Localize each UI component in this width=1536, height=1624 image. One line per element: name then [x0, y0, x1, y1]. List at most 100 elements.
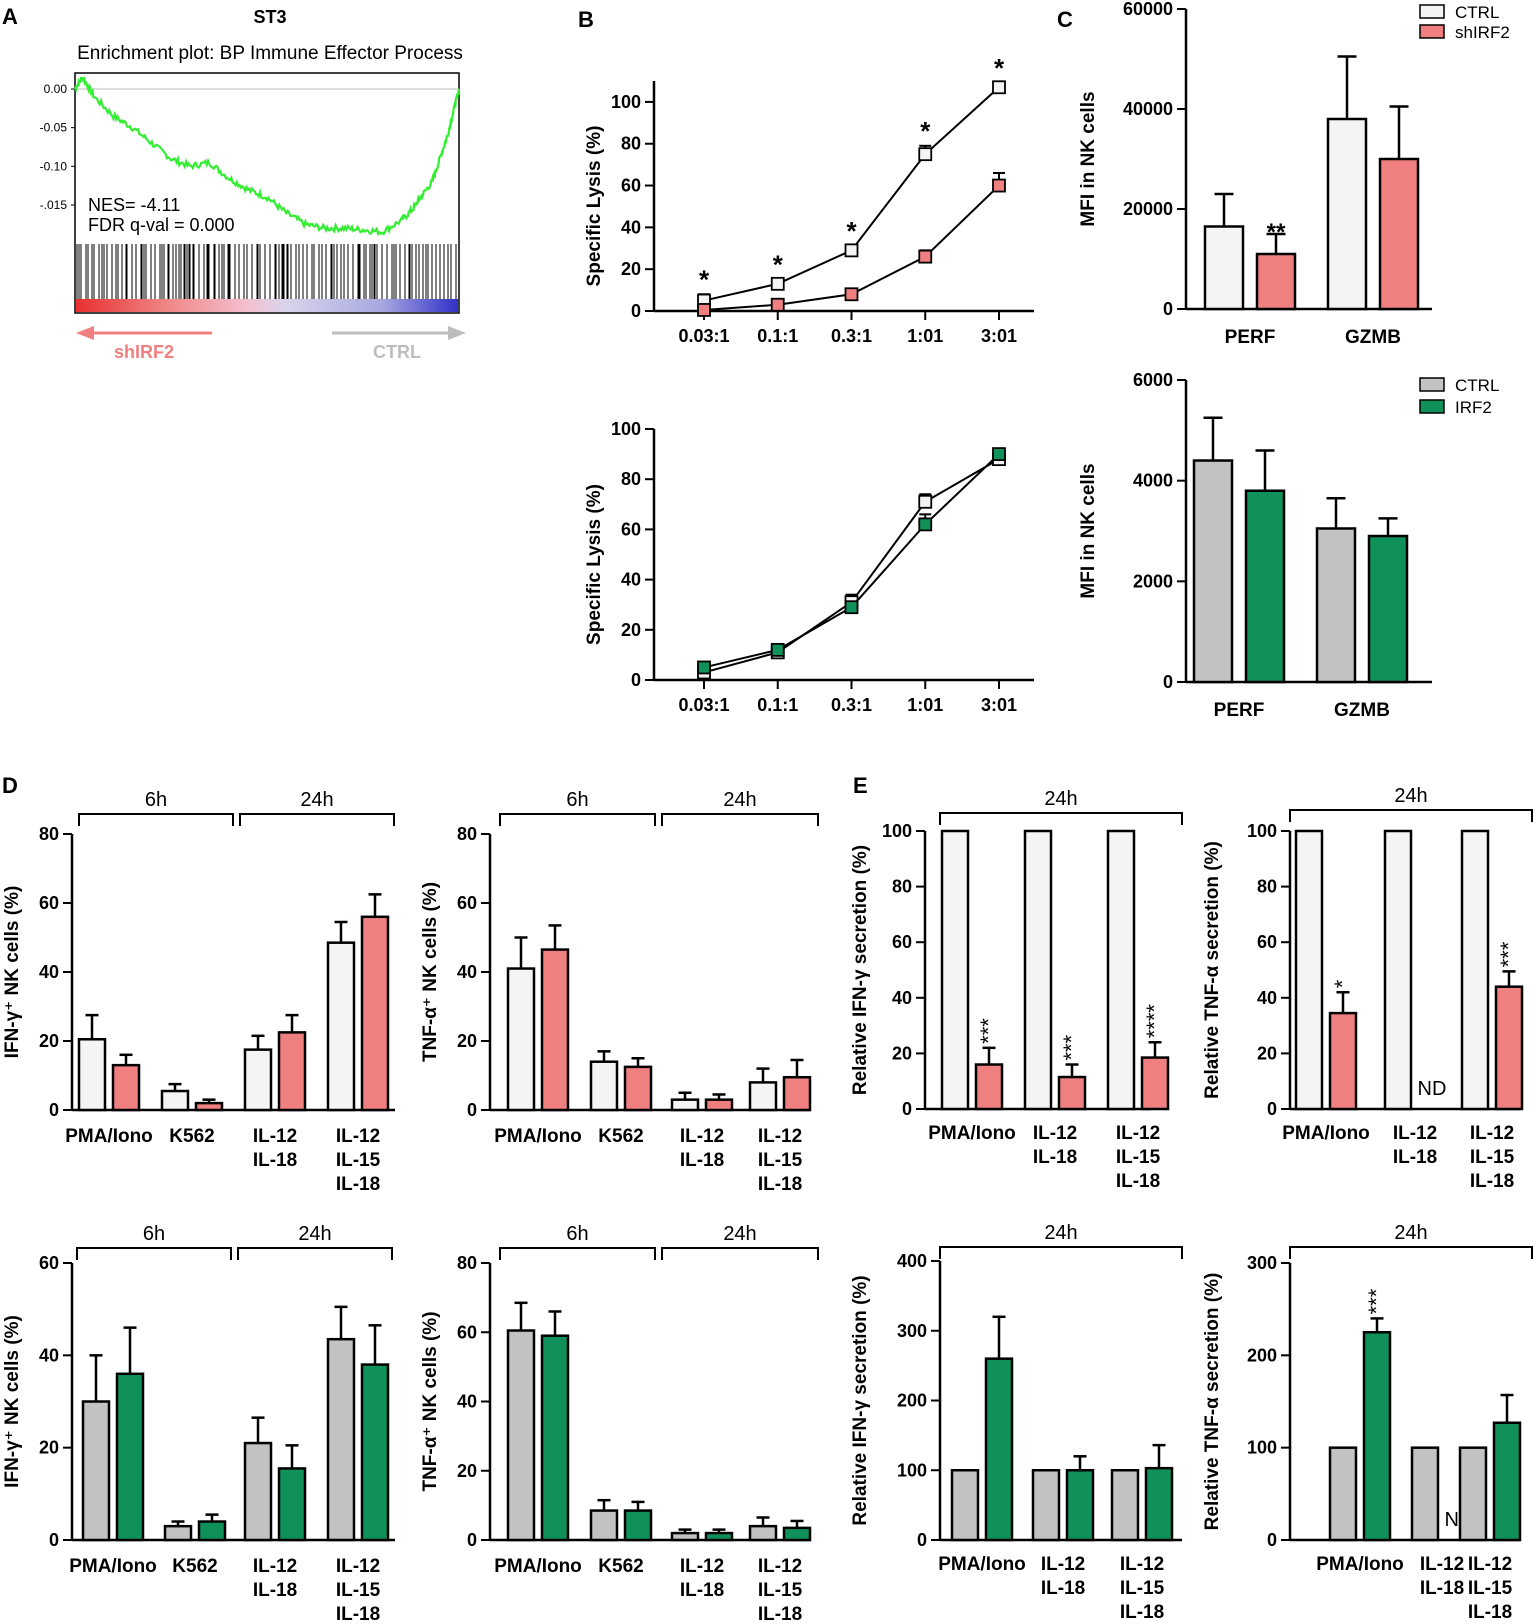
- timepoint-label: 24h: [1394, 1222, 1427, 1244]
- y-tick-label: 100: [897, 1460, 927, 1480]
- x-tick-label: IL-12: [1033, 1123, 1077, 1144]
- bar-shirf2: [540, 948, 570, 1112]
- y-tick-label: 20: [457, 1461, 477, 1481]
- y-axis-label: Relative IFN-γ secretion (%): [850, 1275, 871, 1525]
- significance-mark: *: [699, 264, 710, 294]
- y-tick-label: 6000: [1133, 370, 1173, 390]
- x-tick-label: IL-18: [253, 1580, 297, 1601]
- bar-ctrl: [1328, 1446, 1358, 1542]
- x-tick-label: 0.3:1: [831, 326, 872, 346]
- y-tick-label: 200: [1247, 1345, 1277, 1365]
- significance-mark: *: [994, 53, 1005, 83]
- bar-irf2: [115, 1372, 145, 1542]
- y-axis-label: MFI in NK cells: [1078, 463, 1099, 598]
- bar-ctrl: [77, 1038, 107, 1112]
- y-tick-label: 80: [457, 824, 477, 844]
- x-tick-label: IL-12: [680, 1126, 724, 1147]
- timepoint-bracket: [76, 1247, 232, 1260]
- x-tick-label: IL-18: [1420, 1578, 1464, 1599]
- bar-ctrl: [506, 967, 536, 1112]
- bar-ctrl: [243, 1048, 273, 1112]
- timepoint-bracket: [1289, 809, 1533, 822]
- y-tick-label: 40: [39, 962, 59, 982]
- bar-ctrl: [940, 829, 970, 1111]
- bar-ctrl: [81, 1400, 111, 1542]
- bar-irf2: [1244, 489, 1286, 684]
- y-tick-label: 20: [621, 259, 641, 279]
- y-tick-label: 100: [611, 92, 641, 112]
- bar-ctrl: [163, 1524, 193, 1542]
- chart-b-top: Specific Lysis (%) 0 20 40 60 80 100 0.03:1 0.1:…: [584, 53, 1034, 346]
- chart-d-bottom-right: TNF-α⁺ NK cells (%) 0 20 40 60 80 PMA/Iono K562…: [420, 1223, 819, 1624]
- x-tick-label: IL-18: [1120, 1602, 1164, 1623]
- chart-d-top-right: TNF-α⁺ NK cells (%) 0 20 40 60 80 PMA/Iono K562…: [420, 789, 819, 1195]
- y-tick-label: 20000: [1123, 199, 1173, 219]
- timepoint-label: 6h: [566, 789, 588, 811]
- y-tick-label: 300: [897, 1321, 927, 1341]
- y-tick-label: 0: [49, 1100, 59, 1120]
- x-tick-label: 1:01: [907, 695, 943, 715]
- y-tick-label: 80: [1257, 877, 1277, 897]
- x-tick-label: IL-15: [758, 1150, 803, 1171]
- x-tick-label: IL-18: [1393, 1147, 1437, 1168]
- data-point-shirf2: [918, 249, 933, 264]
- significance-mark: ****: [1142, 1004, 1167, 1039]
- gsea-fdr: FDR q-val = 0.000: [88, 215, 235, 235]
- y-tick-label: 0: [1163, 672, 1173, 692]
- x-tick-label: 0.03:1: [678, 695, 729, 715]
- bar-shirf2: [1255, 252, 1297, 311]
- timepoint-label: 24h: [300, 789, 333, 811]
- y-tick-label: 60: [457, 1322, 477, 1342]
- bar-ctrl: [1110, 1469, 1140, 1542]
- x-tick-label: IL-12: [1041, 1554, 1085, 1575]
- series-line-ctrl: [703, 458, 1000, 674]
- bar-ctrl: [506, 1329, 536, 1542]
- gsea-frame: [74, 72, 460, 314]
- bar-shirf2: [1494, 985, 1524, 1111]
- bar-irf2: [1367, 534, 1409, 684]
- significance-mark: *: [920, 116, 931, 146]
- bar-ctrl: [589, 1060, 619, 1112]
- x-tick-label: 0.1:1: [757, 326, 798, 346]
- bar-ctrl: [670, 1098, 700, 1112]
- bar-shirf2: [111, 1063, 141, 1112]
- x-tick-label: PMA/Iono: [69, 1556, 157, 1577]
- bar-ctrl: [1315, 527, 1357, 684]
- arrow-shirf2: [76, 326, 212, 340]
- bar-irf2: [540, 1334, 570, 1542]
- y-tick-label: 0: [631, 301, 641, 321]
- y-tick-label: 20: [1257, 1043, 1277, 1063]
- bar-shirf2: [277, 1031, 307, 1112]
- y-tick-label: 80: [621, 134, 641, 154]
- x-tick-label: IL-18: [336, 1604, 380, 1624]
- y-axis-label: IFN-γ⁺ NK cells (%): [2, 886, 23, 1059]
- bar-irf2: [704, 1531, 734, 1542]
- y-tick-label: 80: [621, 469, 641, 489]
- timepoint-label: 24h: [1394, 785, 1427, 807]
- data-point-irf2: [992, 447, 1006, 462]
- x-tick-label: GZMB: [1345, 327, 1401, 348]
- bar-ctrl: [243, 1441, 273, 1542]
- x-tick-label: 0.03:1: [678, 326, 729, 346]
- data-point-shirf2: [992, 178, 1006, 193]
- panel-label-c: C: [1057, 7, 1073, 32]
- significance-mark: **: [1267, 219, 1286, 246]
- y-tick-label: 80: [39, 824, 59, 844]
- arrow-ctrl: [332, 326, 466, 340]
- gsea-y-tick-label: -0.05: [40, 121, 68, 135]
- x-tick-label: IL-18: [253, 1150, 297, 1171]
- x-tick-label: IL-18: [1116, 1171, 1160, 1192]
- x-tick-label: PMA/Iono: [1282, 1123, 1370, 1144]
- bar-shirf2: [782, 1075, 812, 1112]
- x-tick-label: PMA/Iono: [938, 1554, 1026, 1575]
- timepoint-bracket: [661, 1247, 819, 1260]
- y-tick-label: 40: [39, 1345, 59, 1365]
- y-tick-label: 20: [39, 1438, 59, 1458]
- y-tick-label: 2000: [1133, 571, 1173, 591]
- x-tick-label: IL-12: [1468, 1554, 1512, 1575]
- legend-label-ctrl: CTRL: [1455, 376, 1499, 395]
- data-point-shirf2: [697, 303, 711, 317]
- x-tick-label: IL-15: [336, 1580, 381, 1601]
- bar-ctrl: [1031, 1469, 1061, 1542]
